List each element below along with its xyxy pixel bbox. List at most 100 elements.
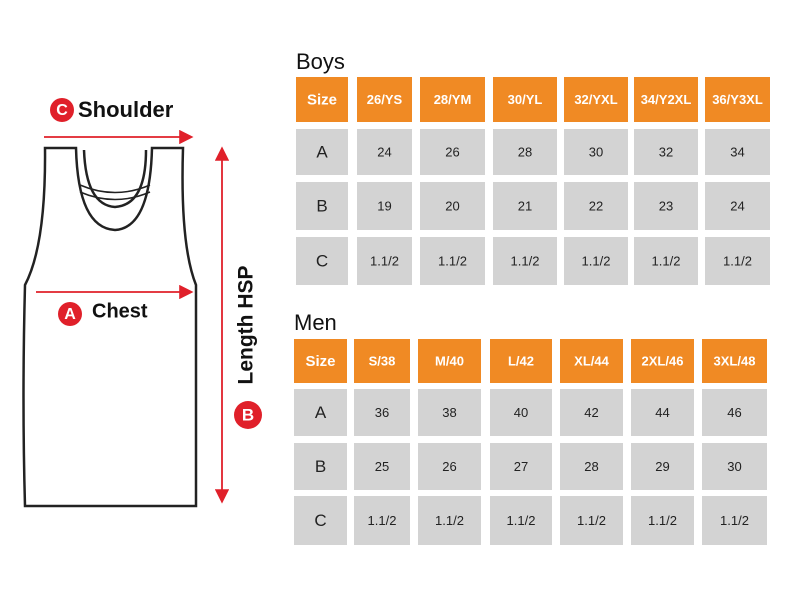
label-letter: A	[64, 306, 76, 323]
label-text: Chest	[92, 300, 148, 322]
label-letter: B	[242, 405, 254, 424]
table-cell	[418, 443, 481, 490]
measure-arrows	[36, 129, 230, 504]
header-text: L/42	[508, 353, 534, 368]
table-cell	[296, 237, 348, 285]
table-cell	[357, 182, 412, 230]
cell-text: 30	[727, 459, 741, 474]
table-cell	[493, 182, 557, 230]
cell-text: 24	[377, 144, 391, 159]
table-cell	[705, 182, 770, 230]
header-cell	[634, 77, 698, 122]
header-cell	[564, 77, 628, 122]
header-text: 26/YS	[367, 92, 403, 107]
cell-text: 24	[730, 198, 744, 213]
table-cell	[702, 389, 767, 436]
cell-text: 34	[730, 144, 744, 159]
cell-text: C	[314, 511, 326, 530]
table-cell	[702, 443, 767, 490]
cell-text: 19	[377, 198, 391, 213]
table-title: Boys	[296, 49, 345, 74]
table-cell	[420, 129, 485, 175]
table-cell	[294, 389, 347, 436]
table-cell	[294, 443, 347, 490]
label-text: Shoulder	[78, 97, 174, 122]
table-cell	[631, 443, 694, 490]
table-cell	[418, 496, 481, 545]
cell-text: 46	[727, 405, 741, 420]
cell-text: A	[315, 403, 327, 422]
table-cell	[420, 182, 485, 230]
header-text: 36/Y3XL	[712, 92, 763, 107]
header-cell	[296, 77, 348, 122]
label-badge	[234, 401, 262, 429]
table-cell	[560, 443, 623, 490]
cell-text: 1.1/2	[648, 513, 677, 528]
header-text: 34/Y2XL	[641, 92, 692, 107]
header-text: 2XL/46	[642, 353, 684, 368]
table-cell	[296, 129, 348, 175]
cell-text: 25	[375, 459, 389, 474]
cell-text: 28	[518, 144, 532, 159]
table-title: Men	[294, 310, 337, 335]
header-cell	[418, 339, 481, 383]
cell-text: 42	[584, 405, 598, 420]
header-cell	[357, 77, 412, 122]
cell-text: 1.1/2	[582, 253, 611, 268]
table-cell	[634, 129, 698, 175]
header-text: XL/44	[574, 353, 609, 368]
header-cell	[354, 339, 410, 383]
table-cell	[357, 129, 412, 175]
cell-text: 1.1/2	[723, 253, 752, 268]
table-cell	[560, 389, 623, 436]
cell-text: 1.1/2	[577, 513, 606, 528]
header-cell	[705, 77, 770, 122]
cell-text: 1.1/2	[368, 513, 397, 528]
table-cell	[490, 443, 552, 490]
table-cell	[354, 496, 410, 545]
header-text: 28/YM	[434, 92, 472, 107]
header-cell	[560, 339, 623, 383]
table-cell	[420, 237, 485, 285]
header-text: M/40	[435, 353, 464, 368]
table-cell	[354, 443, 410, 490]
table-cell	[418, 389, 481, 436]
cell-text: 21	[518, 198, 532, 213]
label-badge	[50, 98, 74, 122]
table-cell	[702, 496, 767, 545]
table-cell	[705, 129, 770, 175]
cell-text: 1.1/2	[435, 513, 464, 528]
table-cell	[560, 496, 623, 545]
table-cell	[705, 237, 770, 285]
header-text: S/38	[369, 353, 396, 368]
table-cell	[490, 496, 552, 545]
header-text: 30/YL	[508, 92, 543, 107]
header-text: 32/YXL	[574, 92, 617, 107]
cell-text: 23	[659, 198, 673, 213]
cell-text: 28	[584, 459, 598, 474]
cell-text: 30	[589, 144, 603, 159]
header-cell	[631, 339, 694, 383]
header-text: Size	[307, 91, 337, 108]
cell-text: B	[316, 196, 327, 215]
table-cell	[634, 182, 698, 230]
cell-text: C	[316, 251, 328, 270]
header-cell	[420, 77, 485, 122]
table-cell	[631, 496, 694, 545]
header-text: 3XL/48	[714, 353, 756, 368]
table-cell	[564, 182, 628, 230]
cell-text: 20	[445, 198, 459, 213]
cell-text: 26	[445, 144, 459, 159]
cell-text: 29	[655, 459, 669, 474]
table-cell	[564, 237, 628, 285]
table-cell	[493, 237, 557, 285]
table-cell	[564, 129, 628, 175]
cell-text: 1.1/2	[720, 513, 749, 528]
cell-text: A	[316, 142, 328, 161]
label-letter: C	[56, 102, 68, 119]
cell-text: 32	[659, 144, 673, 159]
label-text: Length HSP	[235, 266, 258, 385]
cell-text: 1.1/2	[652, 253, 681, 268]
table-cell	[493, 129, 557, 175]
cell-text: 38	[442, 405, 456, 420]
